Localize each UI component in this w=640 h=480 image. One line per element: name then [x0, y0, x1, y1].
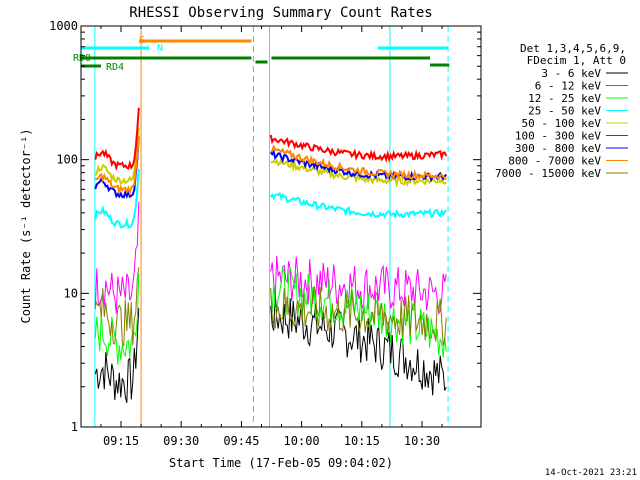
data-line: [94, 273, 140, 365]
legend-label: 3 - 6 keV: [541, 67, 601, 80]
legend-label: 7000 - 15000 keV: [495, 167, 601, 180]
x-tick-label: 09:15: [103, 434, 139, 448]
legend-label: 300 - 800 keV: [515, 142, 601, 155]
data-line: [269, 134, 448, 164]
legend-label: 50 - 100 keV: [522, 117, 602, 130]
y-axis: 1 10 100 1000: [49, 19, 481, 434]
data-line: [94, 307, 140, 404]
x-axis-label: Start Time (17-Feb-05 09:04:02): [169, 456, 393, 470]
y-tick-label: 100: [56, 153, 78, 167]
legend-label: 6 - 12 keV: [535, 80, 602, 93]
flag-label-n: N: [157, 43, 163, 54]
data-line: [269, 191, 447, 220]
legend-label: 100 - 300 keV: [515, 130, 601, 143]
x-tick-label: 10:00: [284, 434, 320, 448]
legend: Det 1,3,4,5,6,9,FDecim 1, Att 03 - 6 keV…: [495, 42, 628, 180]
legend-header: FDecim 1, Att 0: [527, 54, 626, 67]
y-axis-label: Count Rate (s⁻¹ detector⁻¹): [19, 128, 33, 323]
x-tick-label: 09:45: [223, 434, 259, 448]
data-line: [270, 156, 447, 188]
data-line: [270, 267, 447, 358]
x-tick-label: 10:15: [344, 434, 380, 448]
data-line: [270, 255, 447, 316]
plot-area: [81, 26, 450, 427]
x-tick-label: 10:30: [404, 434, 440, 448]
x-tick-label: 09:30: [163, 434, 199, 448]
footer-date: 14-Oct-2021 23:21: [545, 468, 637, 478]
data-line: [270, 144, 447, 182]
data-line: [270, 291, 447, 396]
y-tick-label: 1000: [49, 19, 78, 33]
data-line: [270, 286, 447, 346]
legend-label: 25 - 50 keV: [528, 105, 601, 118]
data-line: [94, 127, 140, 186]
legend-label: 800 - 7000 keV: [508, 155, 601, 168]
data-line: [94, 135, 140, 197]
flag-label-rd0: RD0: [73, 53, 91, 64]
legend-header: Det 1,3,4,5,6,9,: [520, 42, 626, 55]
flag-label-s: S: [139, 35, 145, 46]
data-line: [94, 107, 140, 172]
flag-label-rd4: RD4: [106, 62, 124, 73]
data-line: [94, 267, 140, 347]
plot-frame: [80, 25, 482, 428]
legend-label: 12 - 25 keV: [528, 92, 601, 105]
data-line: [94, 168, 140, 229]
y-tick-label: 10: [64, 286, 78, 300]
x-axis: 09:15 09:30 09:45 10:00 10:15 10:30: [100, 26, 443, 448]
y-tick-label: 1: [71, 420, 78, 434]
data-line: [94, 201, 140, 314]
chart-title: RHESSI Observing Summary Count Rates: [129, 5, 432, 21]
